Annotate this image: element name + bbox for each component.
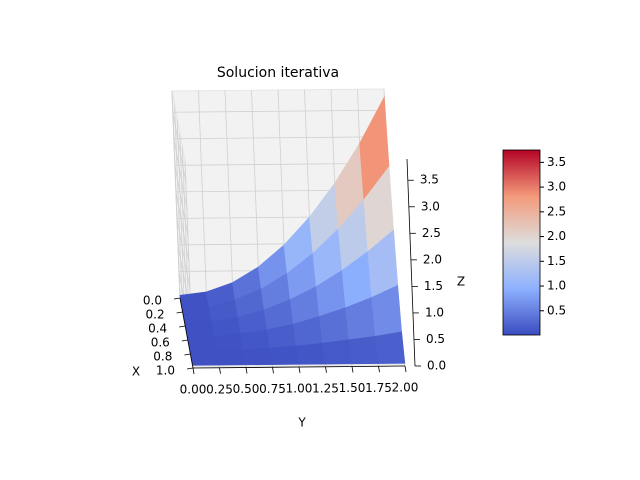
x-axis-line [179, 297, 194, 369]
surface-patch [242, 347, 273, 366]
y-tick [298, 366, 301, 374]
y-axis-line [192, 365, 406, 369]
labels: 0.00.20.40.60.81.00.00 0.25 0.50 0.75 1.00 1.… [143, 158, 446, 397]
z-tick-label: 0.0 [427, 359, 446, 373]
x-tick [173, 297, 181, 300]
colorbar-tick-label: 2.0 [547, 229, 566, 243]
z-tick-label: 2.0 [423, 252, 442, 266]
surface-patch [179, 291, 210, 310]
colorbar-tick-label: 0.5 [547, 303, 566, 317]
z-tick-label: 2.5 [422, 226, 441, 240]
surface-patch [184, 321, 215, 338]
grid-line [172, 109, 385, 113]
y-tick [404, 365, 407, 373]
surface-patch [187, 336, 218, 352]
grid-line [175, 191, 190, 262]
grid-line [198, 90, 207, 298]
surface-patch [189, 350, 220, 366]
y-axis-label: Y [297, 416, 306, 430]
colorbar [502, 149, 541, 336]
x-tick-label: 0.6 [151, 336, 170, 350]
y-tick-label: 0.75 [259, 382, 286, 396]
grid-line [251, 90, 260, 298]
surface-patch [213, 333, 244, 351]
surface-patch [269, 345, 300, 365]
grid-line [173, 138, 188, 209]
surface-patch [240, 329, 271, 351]
colorbar-tick-label: 1.5 [547, 254, 566, 268]
y-tick [325, 366, 327, 373]
colorbar-tick-label: 2.5 [547, 204, 566, 218]
x-tick [176, 311, 183, 314]
surface-patch [348, 335, 379, 365]
y-tick [272, 367, 274, 374]
grid-line [174, 165, 189, 236]
y-tick-label: 1.50 [339, 381, 366, 395]
y-tick [192, 367, 195, 375]
z-tick-label: 0.5 [426, 332, 445, 346]
surface-patch [216, 349, 247, 366]
x-tick-label: 0.2 [146, 308, 165, 322]
x-tick-label: 0.0 [143, 294, 162, 308]
colorbar-tick-label: 3.5 [547, 155, 566, 169]
y-tick-label: 2.00 [392, 381, 419, 395]
grid-line [172, 112, 187, 183]
y-tick-label: 1.75 [365, 381, 392, 395]
x-tick [181, 339, 188, 342]
y-tick-label: 0.00 [180, 383, 207, 397]
chart-title: Solucion iterativa [217, 65, 339, 81]
surface [179, 95, 406, 366]
y-tick-label: 1.00 [286, 382, 313, 396]
x-tick-label: 0.8 [153, 350, 172, 364]
surface-patch [374, 331, 406, 364]
colorbar-tick-label: 3.0 [547, 180, 566, 194]
y-tick-label: 0.25 [206, 382, 233, 396]
y-tick [351, 366, 354, 373]
y-tick [378, 366, 380, 373]
surface-patch [322, 339, 353, 365]
z-axis-label: Z [457, 275, 465, 289]
z-tick-label: 1.5 [424, 279, 443, 293]
grid-line [224, 90, 234, 298]
colorbar-tick-label: 1.0 [547, 279, 566, 293]
grid-line [176, 218, 191, 289]
y-tick-label: 0.50 [233, 382, 260, 396]
grid-line [173, 136, 386, 140]
z-tick-label: 3.0 [421, 199, 440, 213]
x-axis-label: X [132, 365, 140, 379]
z-tick-label: 1.0 [425, 305, 444, 319]
x-tick-label: 0.4 [148, 322, 167, 336]
x-tick-label: 1.0 [156, 364, 175, 378]
z-axis-line [406, 158, 416, 367]
y-tick [219, 367, 221, 374]
surface-patch [295, 342, 326, 365]
z-tick-label: 3.5 [420, 173, 439, 187]
x-tick [179, 325, 186, 328]
x-tick [186, 367, 194, 370]
y-tick [245, 367, 248, 374]
y-tick-label: 1.25 [312, 381, 339, 395]
surface-patch [182, 306, 212, 324]
x-tick [184, 353, 191, 356]
